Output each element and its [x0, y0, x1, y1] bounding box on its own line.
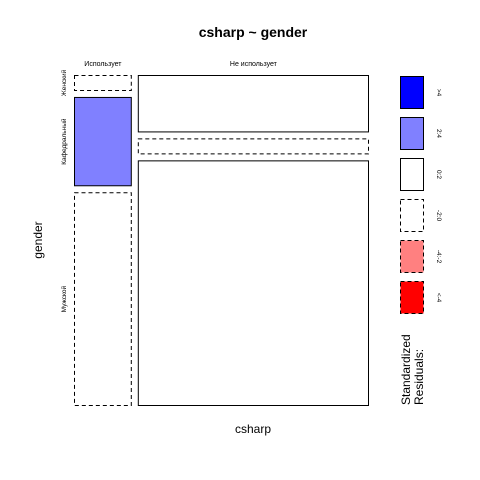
legend-swatch-3 [401, 200, 424, 232]
chart-title: csharp ~ gender [199, 24, 308, 40]
y-category-labels: Женский Кафедральный Мужской [60, 69, 68, 312]
legend-title-line1: Standardized [399, 334, 413, 405]
x-category-labels: Использует Не использует [84, 61, 277, 68]
y-category-label-1: Кафедральный [60, 118, 68, 165]
mosaic-cell-1-0 [138, 76, 368, 132]
legend-swatch-0 [401, 77, 424, 109]
legend-label-5: <-4 [435, 293, 442, 303]
x-category-label-0: Использует [84, 61, 122, 68]
residual-legend: >4 2:4 0:2 -2:0 -4:-2 <-4 Standardized Residual… [399, 77, 442, 406]
mosaic-cell-1-2 [138, 161, 368, 406]
legend-label-0: >4 [435, 89, 442, 97]
y-category-label-2: Мужской [60, 285, 68, 312]
legend-swatch-5 [401, 282, 424, 314]
legend-title-line2: Residuals: [412, 349, 426, 405]
legend-swatch-2 [401, 159, 424, 191]
x-category-label-1: Не использует [230, 61, 278, 68]
legend-label-2: 0:2 [435, 170, 442, 179]
legend-swatch-1 [401, 118, 424, 150]
legend-label-3: -2:0 [435, 210, 442, 222]
mosaic-cell-1-1 [138, 139, 368, 154]
y-category-label-0: Женский [60, 69, 68, 96]
legend-swatch-4 [401, 241, 424, 273]
mosaic-cells [75, 76, 369, 406]
legend-label-1: 2:4 [435, 129, 442, 138]
mosaic-cell-0-2 [75, 193, 132, 406]
legend-label-4: -4:-2 [435, 250, 442, 264]
y-axis-label: gender [31, 221, 45, 258]
x-axis-label: csharp [235, 422, 271, 436]
mosaic-cell-0-0 [75, 76, 132, 91]
mosaic-cell-0-1 [75, 97, 132, 185]
